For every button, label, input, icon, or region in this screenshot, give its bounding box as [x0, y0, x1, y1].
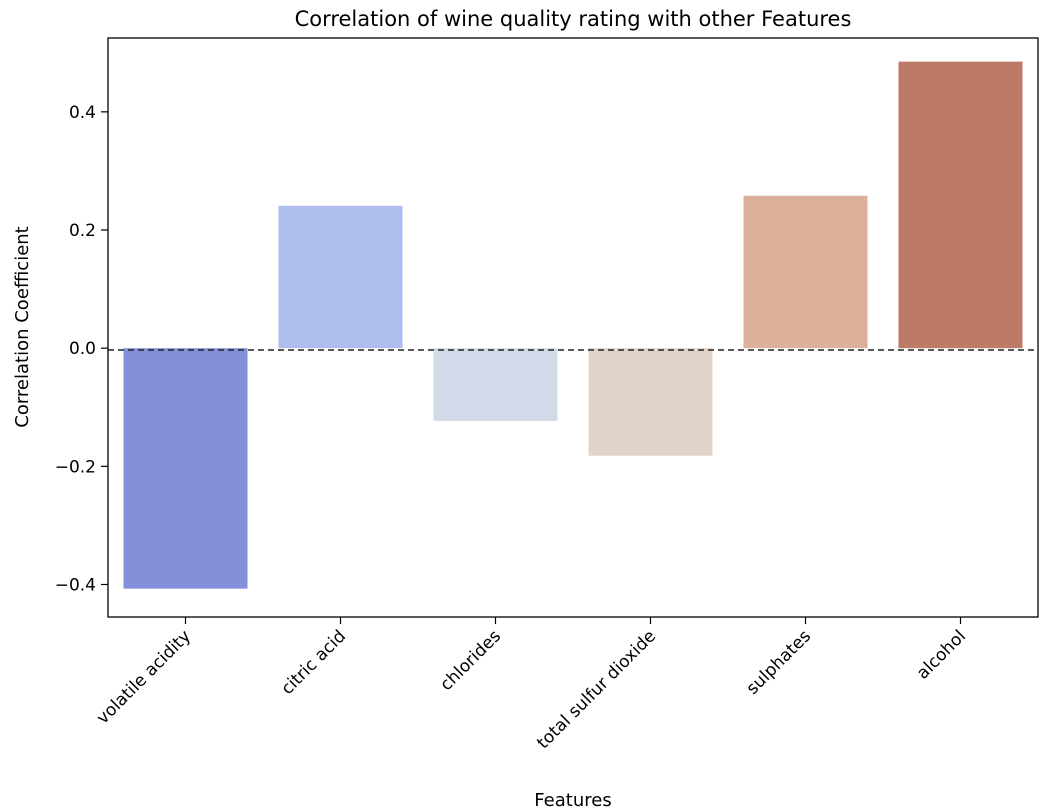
- x-tick-label-citric-acid: citric acid: [278, 626, 350, 698]
- y-tick-label: −0.4: [55, 576, 96, 596]
- x-tick-label-sulphates: sulphates: [743, 626, 815, 698]
- x-tick-label-chlorides: chlorides: [436, 626, 505, 695]
- y-tick-label: −0.2: [55, 457, 96, 477]
- bar-citric-acid: [278, 205, 403, 349]
- y-tick-label: 0.0: [69, 339, 96, 359]
- plot-frame: [107, 37, 1039, 618]
- y-tick-label: 0.2: [69, 221, 96, 241]
- bar-total-sulfur-dioxide: [588, 348, 713, 456]
- y-axis-label: Correlation Coefficient: [12, 226, 33, 427]
- y-axis-ticks: −0.4 −0.2 0.0 0.2 0.4: [55, 103, 108, 596]
- x-tick-label-volatile-acidity: volatile acidity: [93, 626, 195, 728]
- bar-volatile-acidity: [123, 348, 248, 589]
- chart-title: Correlation of wine quality rating with …: [295, 7, 852, 31]
- x-axis-ticks: volatile acidity citric acid chlorides tota…: [93, 617, 970, 753]
- bar-sulphates: [743, 195, 868, 349]
- bar-alcohol: [898, 61, 1023, 349]
- x-tick-label-total-sulfur-dioxide: total sulfur dioxide: [533, 626, 660, 753]
- y-tick-label: 0.4: [69, 103, 96, 123]
- x-tick-label-alcohol: alcohol: [913, 626, 970, 683]
- bars-group: [123, 61, 1023, 589]
- x-axis-label: Features: [534, 790, 611, 811]
- bar-chlorides: [433, 348, 558, 421]
